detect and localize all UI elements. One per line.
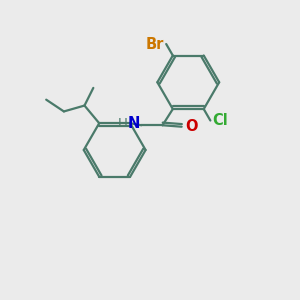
Text: Cl: Cl: [212, 113, 228, 128]
Text: H: H: [118, 117, 128, 130]
Text: Br: Br: [146, 37, 164, 52]
Text: O: O: [185, 119, 198, 134]
Text: N: N: [128, 116, 140, 131]
